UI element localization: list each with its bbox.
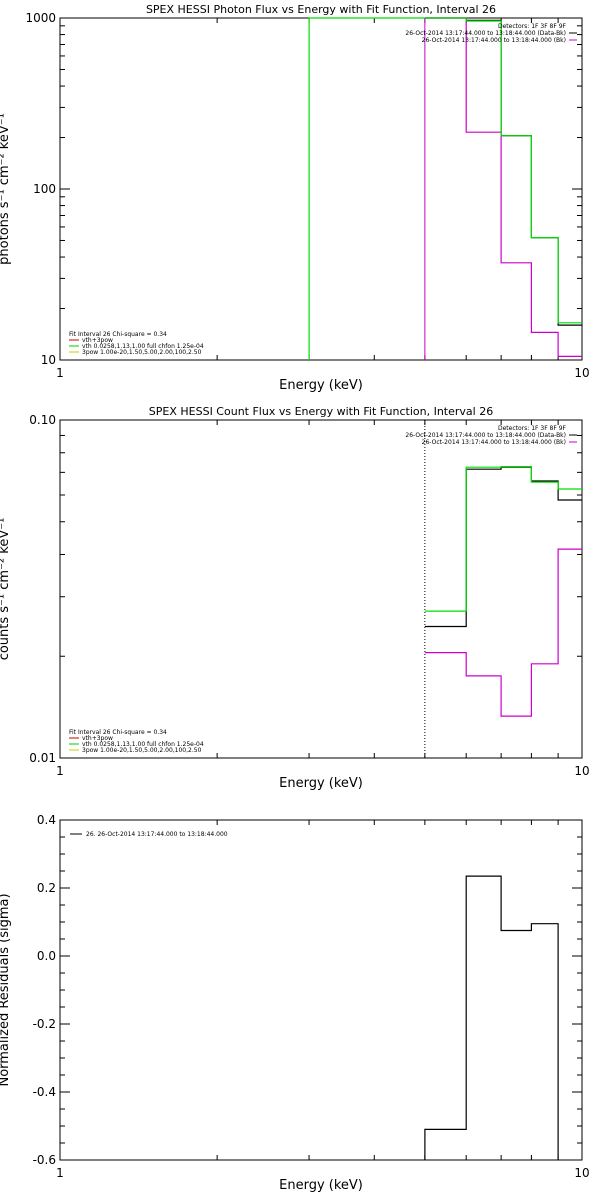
y-tick-label: 100 xyxy=(33,182,56,196)
y-axis-label: counts s⁻¹ cm⁻² keV⁻¹ xyxy=(0,518,12,661)
legend-entry: Detectors: 1F 3F 8F 9F xyxy=(498,425,567,432)
y-tick-label: 0.10 xyxy=(29,413,56,427)
x-axis-label: Energy (keV) xyxy=(279,1178,363,1193)
y-tick-label: 10 xyxy=(41,353,56,367)
y-tick-label: 0.0 xyxy=(37,949,56,963)
series-line-2 xyxy=(308,17,582,360)
x-tick-label: 1 xyxy=(56,764,64,778)
legend-entry: 3pow 1.00e-20,1.50,5.00,2.00,100,2.50 xyxy=(82,349,202,356)
y-tick-label: 0.4 xyxy=(37,813,56,827)
y-tick-label: -0.6 xyxy=(33,1153,56,1167)
legend-entry: Detectors: 1F 3F 8F 9F xyxy=(498,23,567,30)
chart-title: SPEX HESSI Count Flux vs Energy with Fit… xyxy=(149,405,493,418)
x-tick-label: 10 xyxy=(574,366,589,380)
legend-entry: 26. 26-Oct-2014 13:17:44.000 to 13:18:44… xyxy=(86,831,228,838)
legend-entry: 26-Oct-2014 13:17:44.000 to 13:18:44.000… xyxy=(422,439,566,446)
legend-entry: vth 0.0258,1.13,1.00 full chfon 1.25e-04 xyxy=(82,343,204,350)
x-axis-label: Energy (keV) xyxy=(279,776,363,791)
x-tick-label: 10 xyxy=(574,764,589,778)
y-tick-label: -0.4 xyxy=(33,1085,56,1099)
photon-flux-panel: SPEX HESSI Photon Flux vs Energy with Fi… xyxy=(0,3,590,393)
count-flux-panel: SPEX HESSI Count Flux vs Energy with Fit… xyxy=(0,405,590,791)
y-tick-label: 0.2 xyxy=(37,881,56,895)
chart-title: SPEX HESSI Photon Flux vs Energy with Fi… xyxy=(146,3,496,16)
legend-entry: Fit Interval 26 Chi-square = 0.34 xyxy=(69,331,167,338)
x-tick-label: 10 xyxy=(574,1166,589,1180)
x-tick-label: 1 xyxy=(56,366,64,380)
legend-entry: 3pow 1.00e-20,1.50,5.00,2.00,100,2.50 xyxy=(82,747,202,754)
x-axis-label: Energy (keV) xyxy=(279,378,363,393)
series-line-0 xyxy=(424,875,559,1160)
series-line-1 xyxy=(424,548,582,717)
plot-frame xyxy=(59,419,583,759)
series-line-2 xyxy=(424,466,582,612)
x-tick-label: 1 xyxy=(56,1166,64,1180)
y-axis-label: photons s⁻¹ cm⁻² keV⁻¹ xyxy=(0,113,12,265)
plot-frame xyxy=(59,819,583,1161)
legend-entry: 26-Oct-2014 13:17:44.000 to 13:18:44.000… xyxy=(422,37,566,44)
legend-entry: 26-Oct-2014 13:17:44.000 to 13:18:44.000… xyxy=(405,30,566,37)
y-tick-label: -0.2 xyxy=(33,1017,56,1031)
legend-entry: vth 0.0258,1.13,1.00 full chfon 1.25e-04 xyxy=(82,741,204,748)
legend-entry: vth+3pow xyxy=(82,735,113,742)
series-line-1 xyxy=(424,17,582,357)
legend-entry: Fit Interval 26 Chi-square = 0.34 xyxy=(69,729,167,736)
legend-entry: 26-Oct-2014 13:17:44.000 to 13:18:44.000… xyxy=(405,432,566,439)
legend-entry: vth+3pow xyxy=(82,337,113,344)
y-tick-label: 1000 xyxy=(25,11,56,25)
y-tick-label: 0.01 xyxy=(29,751,56,765)
plot-frame xyxy=(59,17,583,361)
y-axis-label: Normalized Residuals (sigma) xyxy=(0,893,12,1086)
residuals-panel: 1 10 Energy (keV) -0.6 -0.4 -0.2 0.0 0.2 0.4 Norm… xyxy=(0,813,590,1193)
